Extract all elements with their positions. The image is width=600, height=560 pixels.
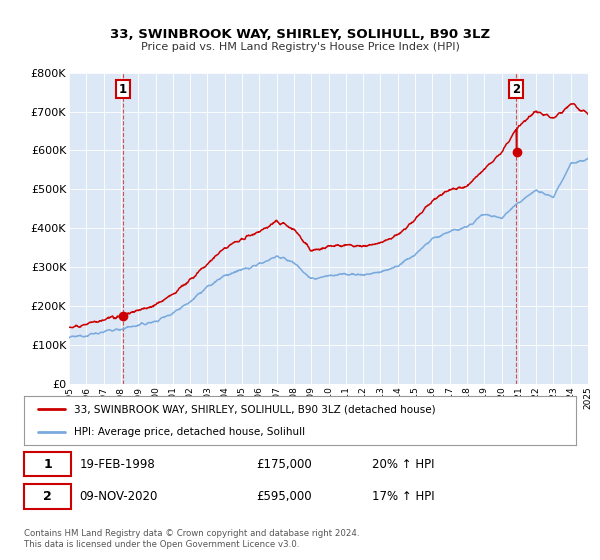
33, SWINBROOK WAY, SHIRLEY, SOLIHULL, B90 3LZ (detached house) [584,111,592,118]
Text: 20% ↑ HPI: 20% ↑ HPI [372,458,434,470]
Text: £175,000: £175,000 [256,458,311,470]
Text: 1: 1 [119,82,127,96]
HPI: Average price, detached house, Solihull: (2.02e+03, 5.79e+05): Average price, detached house, Solihull:… [584,155,592,162]
Line: HPI: Average price, detached house, Solihull: HPI: Average price, detached house, Soli… [69,158,588,338]
Text: Contains HM Land Registry data © Crown copyright and database right 2024.: Contains HM Land Registry data © Crown c… [24,529,359,538]
HPI: Average price, detached house, Solihull: (2.01e+03, 2.96e+05): Average price, detached house, Solihull:… [240,265,247,272]
Text: £595,000: £595,000 [256,490,311,503]
33, SWINBROOK WAY, SHIRLEY, SOLIHULL, B90 3LZ (detached house) [569,100,577,107]
33, SWINBROOK WAY, SHIRLEY, SOLIHULL, B90 3LZ (detached house) [65,324,73,330]
33, SWINBROOK WAY, SHIRLEY, SOLIHULL, B90 3LZ (detached house) [134,307,142,314]
HPI: Average price, detached house, Solihull: (2.01e+03, 2.81e+05): Average price, detached house, Solihull:… [349,271,356,278]
HPI: Average price, detached house, Solihull: (2e+03, 1.18e+05): Average price, detached house, Solihull:… [65,334,73,341]
Text: 1: 1 [43,458,52,470]
FancyBboxPatch shape [24,452,71,477]
Text: 2: 2 [512,82,520,96]
Text: 33, SWINBROOK WAY, SHIRLEY, SOLIHULL, B90 3LZ: 33, SWINBROOK WAY, SHIRLEY, SOLIHULL, B9… [110,28,490,41]
HPI: Average price, detached house, Solihull: (2e+03, 1.61e+05): Average price, detached house, Solihull:… [153,318,160,324]
Text: 2: 2 [43,490,52,503]
Text: This data is licensed under the Open Government Licence v3.0.: This data is licensed under the Open Gov… [24,540,299,549]
Text: 17% ↑ HPI: 17% ↑ HPI [372,490,434,503]
HPI: Average price, detached house, Solihull: (2.01e+03, 3.11e+05): Average price, detached house, Solihull:… [290,260,298,267]
FancyBboxPatch shape [24,484,71,508]
Text: 09-NOV-2020: 09-NOV-2020 [79,490,158,503]
HPI: Average price, detached house, Solihull: (2e+03, 1.49e+05): Average price, detached house, Solihull:… [134,323,142,329]
Line: 33, SWINBROOK WAY, SHIRLEY, SOLIHULL, B90 3LZ (detached house): 33, SWINBROOK WAY, SHIRLEY, SOLIHULL, B9… [69,104,588,328]
33, SWINBROOK WAY, SHIRLEY, SOLIHULL, B90 3LZ (detached house) [338,243,346,250]
33, SWINBROOK WAY, SHIRLEY, SOLIHULL, B90 3LZ (detached house) [69,324,76,331]
33, SWINBROOK WAY, SHIRLEY, SOLIHULL, B90 3LZ (detached house) [241,236,248,243]
33, SWINBROOK WAY, SHIRLEY, SOLIHULL, B90 3LZ (detached house) [153,300,160,307]
33, SWINBROOK WAY, SHIRLEY, SOLIHULL, B90 3LZ (detached house) [349,242,356,249]
HPI: Average price, detached house, Solihull: (2.01e+03, 2.82e+05): Average price, detached house, Solihull:… [338,270,346,277]
Text: 33, SWINBROOK WAY, SHIRLEY, SOLIHULL, B90 3LZ (detached house): 33, SWINBROOK WAY, SHIRLEY, SOLIHULL, B9… [74,404,436,414]
33, SWINBROOK WAY, SHIRLEY, SOLIHULL, B90 3LZ (detached house) [291,226,298,233]
Text: 19-FEB-1998: 19-FEB-1998 [79,458,155,470]
Text: Price paid vs. HM Land Registry's House Price Index (HPI): Price paid vs. HM Land Registry's House … [140,42,460,52]
Text: HPI: Average price, detached house, Solihull: HPI: Average price, detached house, Soli… [74,427,305,437]
